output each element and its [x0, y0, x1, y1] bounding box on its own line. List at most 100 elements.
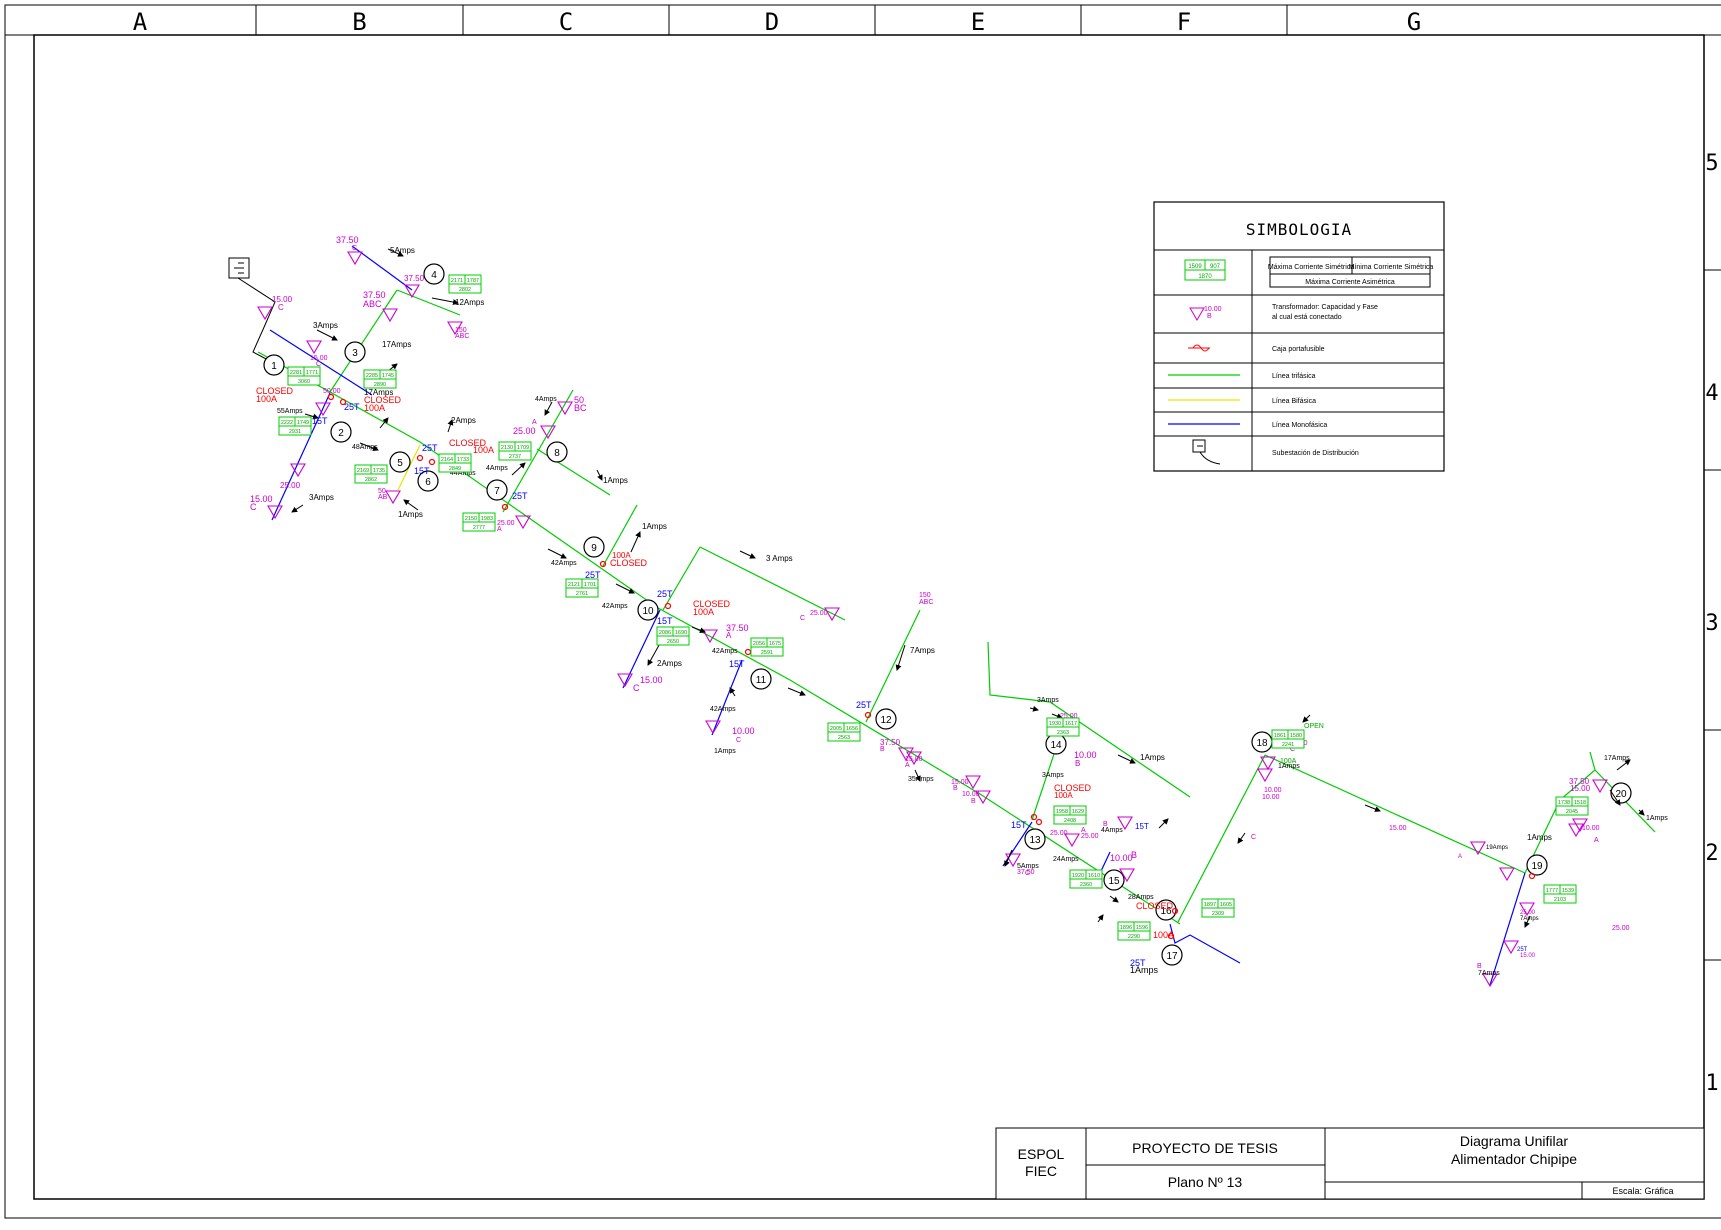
transformer-icon — [1499, 867, 1515, 882]
legend-xfmr-icon — [1189, 307, 1205, 321]
current-arrow — [291, 504, 304, 513]
transformer-icon — [404, 284, 420, 299]
branch-11 — [1177, 754, 1266, 923]
node-number: 2 — [338, 428, 344, 439]
node-number: 13 — [1029, 835, 1041, 846]
current-arrow — [1097, 914, 1104, 923]
svg-text:2802: 2802 — [459, 287, 471, 293]
diagram-label: A — [1594, 837, 1599, 844]
current-arrow — [691, 626, 706, 634]
svg-text:1518: 1518 — [1574, 800, 1586, 806]
node-circle — [330, 421, 352, 443]
svg-text:1861: 1861 — [1274, 733, 1286, 739]
plan-number: Plano Nº 13 — [1168, 1174, 1243, 1190]
fault-current-box: 1958 1629 2408 — [1053, 805, 1087, 825]
fuse-icon — [1528, 872, 1536, 880]
transformer-icon — [540, 425, 556, 440]
diagram-label: 48Amps — [352, 444, 378, 451]
transformer-icon — [382, 308, 398, 323]
diagram-label: 1Amps — [642, 522, 667, 531]
current-arrow — [403, 499, 419, 511]
diagram-label: 7Amps — [1478, 970, 1500, 977]
legend-title: SIMBOLOGIA — [1246, 220, 1352, 239]
legend-substation-icon — [1192, 439, 1221, 465]
diagram-label: 44Amps — [450, 470, 476, 477]
column-grid: A B C D E F G — [133, 5, 1421, 36]
legend-one: Línea Monofásica — [1272, 422, 1327, 429]
diagram-label: A — [1458, 854, 1462, 860]
fault-current-box: 2169 1735 2862 — [354, 464, 388, 484]
current-arrow — [1109, 895, 1119, 903]
node-number: 3 — [352, 348, 358, 359]
diagram-label: 37.50 — [726, 623, 749, 633]
current-arrow — [1524, 915, 1531, 928]
fault-current-box: 2281 1771 3060 — [287, 366, 321, 386]
diagram-label: 1Amps — [1278, 763, 1300, 770]
diagram-label: 19Amps — [1486, 845, 1508, 851]
svg-text:1701: 1701 — [584, 582, 596, 588]
node-number: 6 — [425, 477, 431, 488]
branch-5 — [602, 504, 638, 567]
row-label: 1 — [1705, 1071, 1718, 1096]
three-phase-lines — [257, 289, 1656, 925]
diagram-label: 3Amps — [313, 321, 338, 330]
diagram-label: 42Amps — [712, 648, 738, 655]
transformer-icon — [385, 490, 401, 505]
diagram-label: B — [880, 746, 885, 753]
diagram-label: C — [1251, 834, 1256, 841]
single-branch-1 — [271, 392, 331, 521]
current-arrow — [1364, 804, 1381, 812]
transformer-icon — [1005, 853, 1021, 868]
legend-xfmr-desc2: al cual está conectado — [1272, 314, 1342, 321]
diagram-label: 37.50 — [336, 235, 359, 245]
fuse-icon — [1035, 818, 1043, 826]
fault-current-box: 2171 1787 2802 — [448, 274, 482, 294]
svg-text:2171: 2171 — [451, 278, 463, 284]
diagram-label: CLOSED — [364, 395, 402, 405]
legend-xfmr-cap: 10.00 — [1204, 306, 1222, 313]
svg-text:2591: 2591 — [761, 650, 773, 656]
diagram-label: 100A — [612, 551, 631, 560]
org-fiec: FIEC — [1025, 1163, 1057, 1179]
row-label: 5 — [1705, 151, 1718, 176]
svg-text:1870: 1870 — [1198, 274, 1212, 280]
node-circle — [1155, 899, 1177, 921]
node-circle — [263, 354, 285, 376]
drawing-title-2: Alimentador Chipipe — [1451, 1151, 1577, 1167]
current-arrow — [1609, 789, 1621, 806]
row-label: 3 — [1705, 611, 1718, 636]
svg-text:2890: 2890 — [374, 382, 386, 388]
column-label: D — [765, 8, 779, 36]
transformer-icon — [702, 629, 718, 644]
svg-text:1617: 1617 — [1065, 721, 1077, 727]
current-arrow — [895, 644, 906, 671]
diagram-label: 24Amps — [1053, 856, 1079, 863]
svg-text:2281: 2281 — [290, 370, 302, 376]
svg-text:2103: 2103 — [1554, 897, 1566, 903]
transformer-icon — [1519, 902, 1535, 917]
fault-current-box: 1930 1617 2363 — [1046, 717, 1080, 737]
column-label: G — [1407, 8, 1421, 36]
svg-text:1983: 1983 — [481, 516, 493, 522]
legend-fuse-icon — [1188, 344, 1210, 352]
node-number: 18 — [1256, 738, 1268, 749]
diagram-label: CLOSED — [1054, 783, 1092, 793]
diagram-label: 15.00 — [310, 355, 328, 362]
branch-12 — [1264, 754, 1526, 874]
node-number: 12 — [880, 715, 892, 726]
diagram-label: CLOSED — [256, 386, 294, 396]
diagram-labels: 37.50C 5Amps37.5012Amps37.50ABC150ABC17Am… — [250, 235, 1668, 977]
diagram-label: C — [352, 245, 357, 252]
diagram-label: C — [1290, 746, 1295, 753]
diagram-label: 1Amps — [1527, 833, 1552, 842]
svg-text:1738: 1738 — [1558, 800, 1570, 806]
transformer-icon — [1119, 868, 1135, 883]
fuse-icon — [327, 393, 335, 401]
diagram-label: 1Amps — [1646, 815, 1668, 822]
svg-text:2363: 2363 — [1057, 730, 1069, 736]
svg-text:2005: 2005 — [830, 726, 842, 732]
diagram-label: 100A — [693, 607, 714, 617]
svg-text:2309: 2309 — [1212, 911, 1224, 917]
diagram-label: 1Amps — [1140, 753, 1165, 762]
transformers — [257, 251, 1608, 988]
